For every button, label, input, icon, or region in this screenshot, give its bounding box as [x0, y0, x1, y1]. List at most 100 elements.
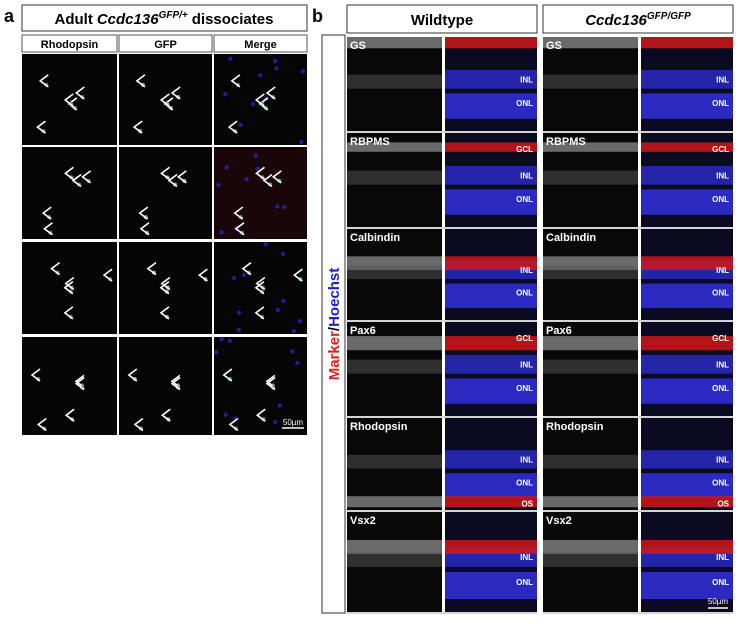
nucleus	[263, 242, 268, 247]
signal-band	[347, 454, 442, 469]
nucleus	[253, 153, 259, 158]
column-header-box	[213, 34, 308, 53]
hoechst-band	[641, 378, 733, 404]
title-superscript: GFP/+	[159, 10, 188, 21]
signal-band	[543, 336, 638, 351]
hoechst-band	[445, 354, 537, 374]
micrograph	[214, 242, 307, 334]
nucleus	[238, 122, 243, 128]
arrowhead	[230, 74, 241, 88]
hoechst-band	[445, 93, 537, 119]
side-label-box	[321, 34, 346, 614]
micrograph	[214, 147, 307, 239]
column-header: GFP	[154, 39, 177, 51]
arrowhead	[265, 376, 276, 391]
layer-label: OS	[521, 500, 533, 509]
arrowhead	[102, 268, 113, 282]
layer-label: INL	[520, 75, 533, 84]
layer-label: INL	[520, 553, 533, 562]
arrowhead	[228, 417, 239, 432]
column-header-box	[118, 34, 213, 53]
nucleus	[290, 349, 295, 354]
signal-band	[543, 540, 638, 554]
layer-label: INL	[716, 75, 729, 84]
arrowhead	[234, 222, 245, 236]
hoechst-band	[445, 189, 537, 215]
hoechst-band	[445, 165, 537, 185]
micrograph	[22, 337, 117, 435]
marker-label: Pax6	[350, 325, 376, 337]
hoechst-band	[445, 450, 537, 469]
title-box	[21, 4, 308, 32]
layer-label: ONL	[516, 289, 533, 298]
arrowhead	[133, 417, 144, 432]
marker-band	[641, 142, 733, 152]
marker-band	[641, 37, 733, 49]
micrograph	[22, 242, 117, 334]
nucleus	[275, 204, 280, 209]
hoechst-band	[641, 283, 733, 309]
nucleus	[272, 58, 278, 64]
layer-label: ONL	[516, 578, 533, 587]
marker-band	[641, 540, 733, 554]
arrowhead	[265, 374, 276, 389]
arrowhead	[170, 374, 181, 389]
nucleus	[274, 66, 279, 71]
arrowhead	[138, 206, 149, 220]
nucleus	[281, 298, 286, 304]
side-label-marker: Marker	[326, 331, 343, 380]
title-gene: Ccdc136	[97, 11, 159, 28]
layer-label: INL	[716, 171, 729, 180]
marker-label: GS	[546, 40, 562, 52]
marker-label: Calbindin	[350, 232, 400, 244]
nucleus	[250, 101, 256, 107]
nucleus	[223, 92, 228, 97]
marker-band	[445, 142, 537, 152]
marker-label: Calbindin	[546, 232, 596, 244]
side-label-stain: Hoechst	[326, 268, 343, 327]
arrowhead	[176, 170, 187, 184]
arrowhead	[63, 306, 74, 320]
layer-label: INL	[716, 455, 729, 464]
arrowhead	[159, 306, 170, 320]
nucleus	[299, 140, 304, 145]
signal-band	[347, 496, 442, 508]
arrowhead	[127, 368, 138, 382]
marker-label: Vsx2	[546, 515, 572, 527]
marker-label: Pax6	[546, 325, 572, 337]
arrowhead	[255, 276, 266, 291]
hoechst-band	[641, 93, 733, 119]
arrowhead	[233, 206, 244, 220]
layer-label: ONL	[712, 195, 729, 204]
marker-band	[641, 256, 733, 270]
arrowhead	[64, 408, 75, 422]
arrowhead	[222, 368, 233, 382]
arrowhead	[163, 97, 174, 111]
arrowhead	[271, 170, 282, 184]
marker-band	[445, 336, 537, 351]
arrowhead	[43, 222, 53, 236]
micrograph	[22, 54, 117, 145]
layer-label: GCL	[712, 145, 729, 154]
arrowhead	[160, 408, 171, 422]
signal-band	[543, 265, 638, 280]
hoechst-band	[445, 572, 537, 599]
arrowhead	[67, 97, 78, 111]
signal-band	[347, 74, 442, 89]
layer-label: ONL	[516, 478, 533, 487]
marker-label: GS	[350, 40, 366, 52]
signal-band	[347, 540, 442, 554]
nucleus	[275, 307, 280, 313]
marker-label: RBPMS	[546, 136, 586, 148]
micrograph	[214, 337, 307, 435]
layer-label: GCL	[516, 334, 533, 343]
nucleus	[258, 73, 263, 78]
nucleus	[280, 251, 286, 257]
title-suffix: dissociates	[192, 11, 274, 28]
micrograph	[22, 147, 117, 239]
panel-label: b	[312, 6, 323, 26]
arrowhead	[241, 261, 252, 276]
arrowhead	[74, 376, 85, 391]
hoechst-band	[641, 354, 733, 374]
